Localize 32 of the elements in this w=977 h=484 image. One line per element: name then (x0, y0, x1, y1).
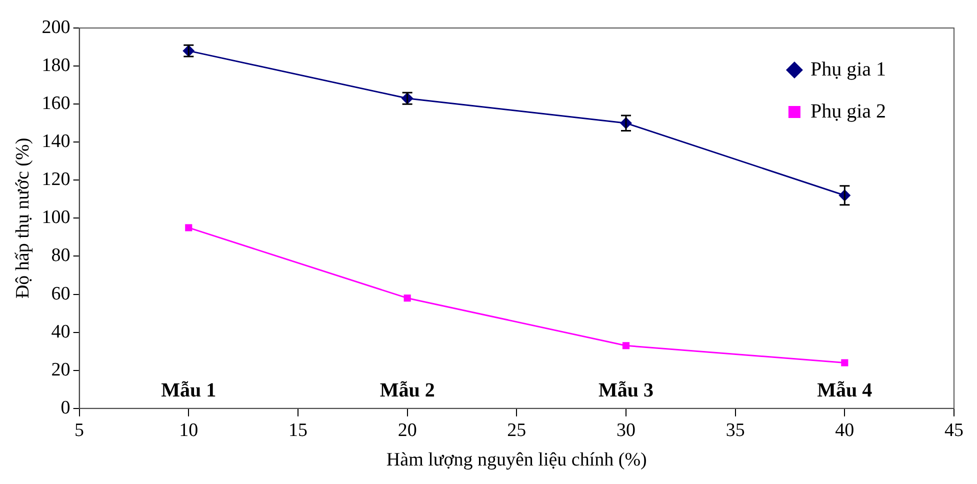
annotation: Mẫu 4 (817, 379, 872, 402)
x-tick-label: 25 (507, 420, 526, 441)
y-tick-label: 20 (51, 359, 70, 380)
x-tick-label: 30 (616, 420, 636, 441)
y-tick-label: 140 (42, 131, 70, 152)
x-tick-label: 5 (74, 420, 84, 441)
x-tick-label: 35 (726, 420, 745, 441)
x-tick-label: 45 (944, 420, 964, 441)
legend-label: Phụ gia 2 (810, 100, 886, 122)
point (841, 359, 848, 366)
annotation: Mẫu 1 (161, 379, 216, 402)
y-tick-label: 80 (51, 245, 70, 266)
y-tick-label: 60 (51, 283, 70, 304)
point (622, 342, 630, 350)
point (404, 294, 411, 302)
y-tick-label: 120 (42, 169, 70, 190)
y-tick-label: 100 (42, 207, 70, 228)
x-tick-label: 40 (835, 420, 854, 441)
annotation: Mẫu 2 (380, 379, 435, 402)
y-tick-label: 180 (42, 55, 70, 76)
x-axis-title: Hàm lượng nguyên liệu chính (%) (386, 450, 647, 471)
y-tick-label: 160 (42, 93, 70, 114)
legend-label: Phụ gia 1 (810, 58, 886, 80)
annotation: Mẫu 3 (598, 379, 654, 402)
x-tick-label: 20 (398, 420, 417, 441)
y-tick-label: 200 (42, 16, 70, 38)
y-tick-label: 40 (51, 321, 70, 342)
y-tick-label: 0 (60, 397, 70, 418)
y-axis-title: Độ hấp thụ nước (%) (12, 138, 34, 299)
point (185, 224, 192, 232)
x-tick-label: 10 (179, 420, 198, 441)
x-tick-label: 15 (288, 420, 308, 441)
